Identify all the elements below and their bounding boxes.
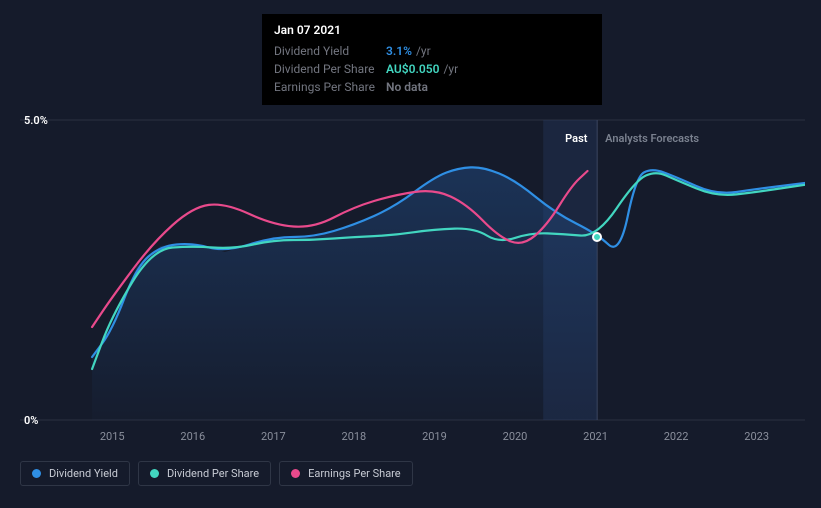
x-axis-label: 2020	[503, 430, 528, 443]
chart-plot-svg	[20, 105, 805, 425]
x-axis-label: 2018	[342, 430, 367, 443]
tooltip-row-value: AU$0.050	[386, 60, 439, 78]
tooltip-row-suffix: /yr	[443, 60, 458, 78]
legend-dot-icon	[150, 469, 159, 478]
legend-item[interactable]: Earnings Per Share	[279, 461, 413, 486]
tooltip-row-label: Dividend Per Share	[274, 60, 386, 78]
dividend-chart: 5.0%0% 201520162017201820192020202120222…	[20, 105, 805, 425]
current-value-marker	[592, 232, 602, 242]
x-axis-label: 2019	[422, 430, 447, 443]
legend-label: Earnings Per Share	[308, 467, 401, 480]
x-axis-label: 2023	[744, 430, 769, 443]
tooltip-row-suffix: /yr	[416, 42, 431, 60]
legend-dot-icon	[32, 469, 41, 478]
x-axis-label: 2022	[664, 430, 689, 443]
tooltip-row: Earnings Per ShareNo data	[274, 78, 590, 96]
y-axis-label: 0%	[24, 414, 38, 427]
legend-dot-icon	[291, 469, 300, 478]
tooltip-row-value: No data	[386, 78, 428, 96]
legend-item[interactable]: Dividend Yield	[20, 461, 130, 486]
tooltip-date: Jan 07 2021	[274, 23, 590, 37]
chart-tooltip: Jan 07 2021 Dividend Yield3.1%/yrDividen…	[262, 14, 602, 105]
chart-legend: Dividend Yield Dividend Per Share Earnings…	[20, 461, 413, 486]
x-axis-label: 2017	[261, 430, 286, 443]
legend-label: Dividend Yield	[49, 467, 118, 480]
x-axis-label: 2016	[180, 430, 205, 443]
tooltip-row-value: 3.1%	[386, 42, 412, 60]
tooltip-row-label: Dividend Yield	[274, 42, 386, 60]
tooltip-row-label: Earnings Per Share	[274, 78, 386, 96]
past-region-label: Past	[565, 132, 587, 145]
y-axis-label: 5.0%	[24, 114, 48, 127]
legend-label: Dividend Per Share	[167, 467, 259, 480]
forecast-region-label: Analysts Forecasts	[605, 132, 699, 145]
x-axis-label: 2021	[583, 430, 608, 443]
tooltip-row: Dividend Per ShareAU$0.050/yr	[274, 60, 590, 78]
legend-item[interactable]: Dividend Per Share	[138, 461, 271, 486]
x-axis-label: 2015	[100, 430, 125, 443]
tooltip-row: Dividend Yield3.1% /yr	[274, 42, 590, 60]
